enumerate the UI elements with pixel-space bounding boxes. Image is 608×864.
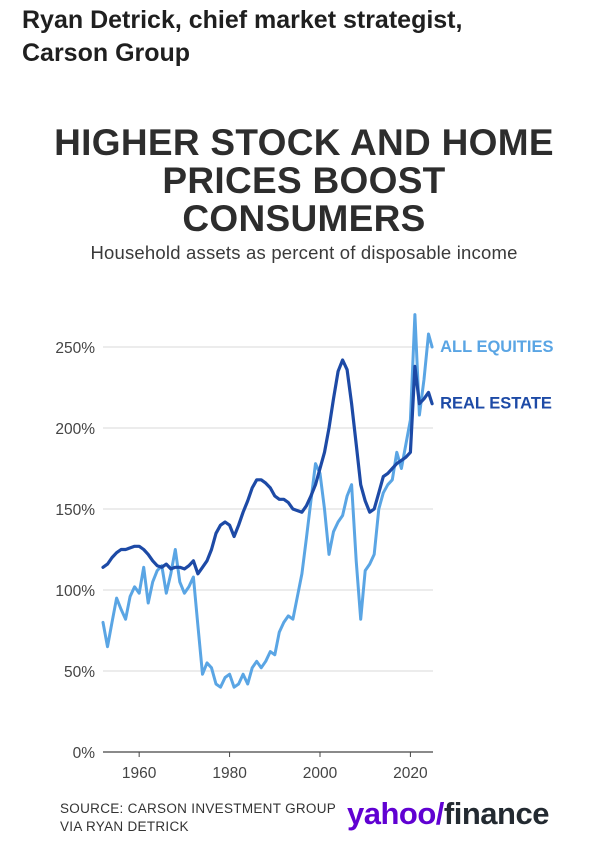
- x-tick-label: 2000: [303, 765, 338, 782]
- series-layer: [101, 313, 434, 689]
- series-label-real-estate: REAL ESTATE: [440, 395, 552, 413]
- source-line-2: VIA RYAN DETRICK: [60, 819, 189, 835]
- header-line-2: Carson Group: [22, 39, 191, 68]
- header-line-1: Ryan Detrick, chief market strategist,: [22, 6, 463, 34]
- y-tick-label: 250%: [55, 340, 95, 357]
- x-tick-label: 1980: [212, 765, 247, 782]
- yahoo-finance-logo: yahoo/finance: [347, 796, 549, 832]
- logo-finance-text: finance: [443, 796, 550, 831]
- chart-title-line-3: CONSUMERS: [182, 198, 426, 240]
- label-layer: ALL EQUITIES REAL ESTATE: [440, 338, 553, 413]
- series-line-all-equities: [101, 313, 434, 689]
- x-tick-label: 2020: [393, 765, 428, 782]
- logo-yahoo-text: yahoo: [347, 796, 436, 831]
- series-label-all-equities: ALL EQUITIES: [440, 338, 553, 356]
- chart-subtitle: Household assets as percent of disposabl…: [90, 242, 518, 263]
- y-tick-label: 100%: [55, 583, 95, 600]
- chart-title: HIGHER STOCK AND HOME PRICES BOOST CONSU…: [0, 122, 608, 240]
- y-tick-label: 50%: [64, 664, 95, 681]
- logo-slash: /: [435, 796, 445, 831]
- axis-layer: 0% 50% 100% 150% 200% 250% 1960 1980 2000 2020: [55, 340, 428, 782]
- chart-title-line-2: PRICES BOOST: [162, 160, 446, 202]
- series-line-real-estate: [101, 358, 434, 576]
- source-note: SOURCE: CARSON INVESTMENT GROUP VIA RYAN…: [60, 800, 336, 836]
- source-line-1: SOURCE: CARSON INVESTMENT GROUP: [60, 801, 337, 816]
- y-tick-label: 200%: [55, 421, 95, 438]
- y-tick-label: 150%: [55, 502, 95, 519]
- header-caption: Ryan Detrick, chief market strategist, C…: [22, 4, 592, 71]
- grid-layer: [103, 346, 433, 753]
- chart-title-line-1: HIGHER STOCK AND HOME: [54, 122, 554, 163]
- y-tick-label: 0%: [73, 745, 96, 762]
- x-tick-label: 1960: [122, 765, 157, 782]
